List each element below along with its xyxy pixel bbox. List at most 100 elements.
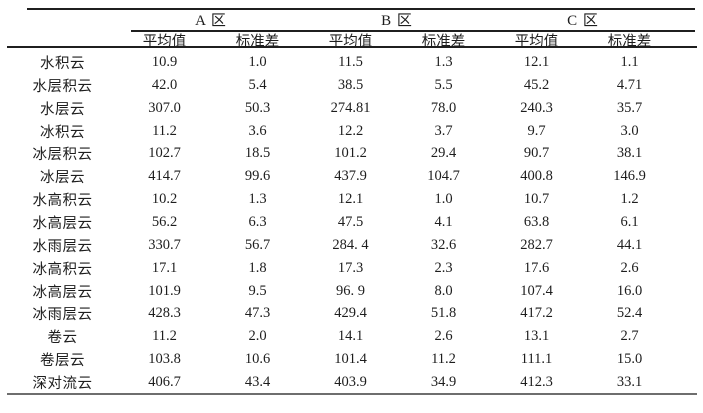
cell-value: 5.5 bbox=[434, 76, 453, 93]
row-spacer bbox=[676, 234, 695, 257]
cell-value: 9.5 bbox=[248, 282, 267, 299]
cell-value: 406.7 bbox=[148, 373, 181, 390]
row-label: 卷云 bbox=[47, 330, 78, 347]
row-spacer bbox=[676, 371, 695, 394]
cell-value: 52.4 bbox=[616, 305, 643, 322]
cell-value: 1.0 bbox=[434, 191, 453, 208]
cell-value: 43.4 bbox=[244, 373, 271, 390]
cell-value: 330.7 bbox=[148, 236, 181, 253]
row-label: 卷层云 bbox=[40, 353, 85, 370]
row-spacer bbox=[676, 74, 695, 97]
row-label: 水雨层云 bbox=[32, 238, 93, 255]
cell-value: 90.7 bbox=[523, 145, 550, 162]
cell-value: 35.7 bbox=[616, 99, 643, 116]
header-spacer bbox=[676, 30, 695, 51]
cell-value: 1.3 bbox=[434, 53, 453, 70]
col-c-mean-header: 平均值 bbox=[514, 34, 559, 50]
cell-value: 240.3 bbox=[520, 99, 553, 116]
bottom-rule bbox=[7, 393, 697, 395]
header-rule bbox=[7, 45, 697, 48]
cell-value: 437.9 bbox=[334, 168, 367, 185]
cell-value: 146.9 bbox=[613, 168, 646, 185]
region-header-a: A 区 bbox=[195, 12, 227, 29]
table-row: 冰高积云 17.1 1.8 17.3 2.3 17.6 2.6 bbox=[7, 257, 695, 280]
cell-value: 6.3 bbox=[248, 213, 267, 230]
row-spacer bbox=[676, 325, 695, 348]
row-spacer bbox=[676, 97, 695, 120]
cell-value: 2.7 bbox=[620, 328, 639, 345]
cell-value: 32.6 bbox=[430, 236, 457, 253]
cell-value: 16.0 bbox=[616, 282, 643, 299]
cell-value: 9.7 bbox=[527, 122, 546, 139]
cell-value: 10.7 bbox=[523, 191, 550, 208]
row-spacer bbox=[676, 142, 695, 165]
table-row: 卷云 11.2 2.0 14.1 2.6 13.1 2.7 bbox=[7, 325, 695, 348]
row-label: 冰高层云 bbox=[32, 284, 93, 301]
cell-value: 102.7 bbox=[148, 145, 181, 162]
row-label: 水层积云 bbox=[32, 78, 93, 95]
table-row: 水层云 307.0 50.3 274.81 78.0 240.3 35.7 bbox=[7, 97, 695, 120]
cell-value: 12.2 bbox=[337, 122, 364, 139]
cell-value: 44.1 bbox=[616, 236, 643, 253]
table-row: 水雨层云 330.7 56.7 284. 4 32.6 282.7 44.1 bbox=[7, 234, 695, 257]
row-spacer bbox=[676, 51, 695, 74]
cell-value: 1.0 bbox=[248, 53, 267, 70]
row-label: 冰层云 bbox=[40, 170, 85, 187]
col-a-mean-header: 平均值 bbox=[142, 34, 187, 50]
cell-value: 3.7 bbox=[434, 122, 453, 139]
cell-value: 400.8 bbox=[520, 168, 553, 185]
row-label: 水高积云 bbox=[32, 193, 93, 210]
cell-value: 111.1 bbox=[520, 351, 553, 368]
cell-value: 47.5 bbox=[337, 213, 364, 230]
cell-value: 107.4 bbox=[520, 282, 553, 299]
row-label: 深对流云 bbox=[32, 375, 93, 392]
table-row: 水高层云 56.2 6.3 47.5 4.1 63.8 6.1 bbox=[7, 211, 695, 234]
table-row: 水层积云 42.0 5.4 38.5 5.5 45.2 4.71 bbox=[7, 74, 695, 97]
top-rule bbox=[27, 8, 695, 10]
cell-value: 414.7 bbox=[148, 168, 181, 185]
row-spacer bbox=[676, 257, 695, 280]
cell-value: 428.3 bbox=[148, 305, 181, 322]
cell-value: 13.1 bbox=[523, 328, 550, 345]
cell-value: 10.2 bbox=[151, 191, 178, 208]
cell-value: 284. 4 bbox=[332, 236, 369, 253]
cell-value: 101.4 bbox=[334, 351, 367, 368]
row-label: 冰层积云 bbox=[32, 147, 93, 164]
row-label: 水层云 bbox=[40, 101, 85, 118]
cell-value: 29.4 bbox=[430, 145, 457, 162]
cell-value: 42.0 bbox=[151, 76, 178, 93]
table-row: 水高积云 10.2 1.3 12.1 1.0 10.7 1.2 bbox=[7, 188, 695, 211]
table-row: 冰雨层云 428.3 47.3 429.4 51.8 417.2 52.4 bbox=[7, 302, 695, 325]
col-c-sd-header: 标准差 bbox=[607, 34, 652, 50]
cell-value: 17.1 bbox=[151, 259, 178, 276]
cell-value: 10.9 bbox=[151, 53, 178, 70]
cell-value: 429.4 bbox=[334, 305, 367, 322]
cell-value: 45.2 bbox=[523, 76, 550, 93]
cell-value: 6.1 bbox=[620, 213, 639, 230]
cell-value: 11.2 bbox=[431, 351, 456, 368]
cell-value: 15.0 bbox=[616, 351, 643, 368]
cell-value: 282.7 bbox=[520, 236, 553, 253]
cell-value: 51.8 bbox=[430, 305, 457, 322]
region-header-rule bbox=[131, 30, 695, 32]
header-spacer bbox=[676, 8, 695, 30]
cell-value: 4.71 bbox=[616, 76, 643, 93]
row-label: 冰雨层云 bbox=[32, 307, 93, 324]
cell-value: 8.0 bbox=[434, 282, 453, 299]
cell-value: 104.7 bbox=[427, 168, 460, 185]
col-b-sd-header: 标准差 bbox=[421, 34, 466, 50]
sub-header-row: 平均值 标准差 平均值 标准差 平均值 标准差 bbox=[7, 30, 695, 51]
cell-value: 17.6 bbox=[523, 259, 550, 276]
cell-value: 2.6 bbox=[434, 328, 453, 345]
cell-value: 274.81 bbox=[330, 99, 371, 116]
cell-value: 403.9 bbox=[334, 373, 367, 390]
cell-value: 56.7 bbox=[244, 236, 271, 253]
cell-value: 96. 9 bbox=[336, 282, 366, 299]
cell-value: 18.5 bbox=[244, 145, 271, 162]
cell-value: 11.2 bbox=[152, 328, 177, 345]
row-spacer bbox=[676, 280, 695, 303]
cell-value: 4.1 bbox=[434, 213, 453, 230]
row-spacer bbox=[676, 165, 695, 188]
region-header-row: A 区 B 区 C 区 bbox=[7, 8, 695, 30]
statistics-table: A 区 B 区 C 区 平均值 标准差 平均值 标准差 平均值 标准差 水积云 1… bbox=[7, 8, 695, 394]
